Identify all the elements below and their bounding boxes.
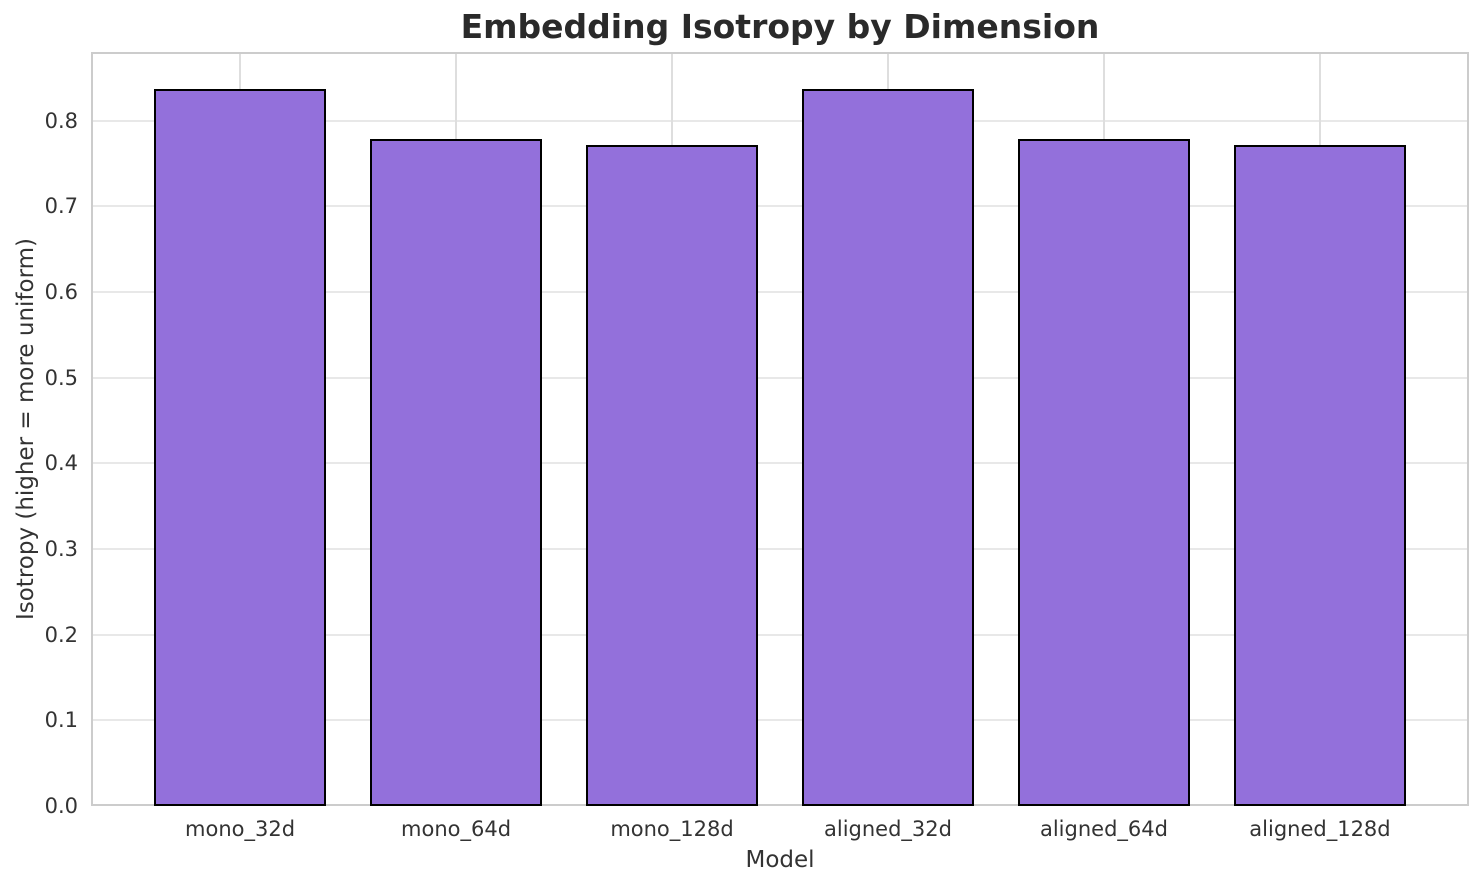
bar-mono_32d [153,88,327,806]
bar-mono_64d [369,138,543,806]
y-gridline [91,119,1469,122]
y-tick-label: 0.2 [44,622,78,647]
bar-mono_128d [585,144,759,806]
y-gridline [91,462,1469,465]
y-gridline [91,633,1469,636]
bar-aligned_32d [801,88,975,806]
x-tick-label: aligned_32d [823,817,952,841]
y-tick-label: 0.7 [44,194,78,219]
y-gridline [91,719,1469,722]
y-tick-label: 0.4 [44,451,78,476]
y-tick-label: 0.3 [44,536,78,561]
x-tick-label: mono_128d [610,817,734,841]
x-tick-label: aligned_128d [1249,817,1391,841]
bar-aligned_128d [1233,144,1407,806]
y-gridline [91,376,1469,379]
x-tick-label: mono_32d [185,817,296,841]
y-tick-labels: 0.0 0.1 0.2 0.3 0.4 0.5 0.6 0.7 0.8 [0,52,78,818]
x-axis-label: Model [745,847,815,873]
plot-area [91,52,1469,806]
y-tick-label: 0.1 [44,708,78,733]
x-tick-label: mono_64d [401,817,512,841]
x-tick-labels: mono_32d mono_64d mono_128d aligned_32d alig… [91,816,1469,846]
y-tick-label: 0.8 [44,108,78,133]
bar-aligned_64d [1017,138,1191,806]
chart-title: Embedding Isotropy by Dimension [460,7,1100,46]
y-gridline [91,205,1469,208]
y-gridline [91,290,1469,293]
y-tick-label: 0.6 [44,279,78,304]
x-tick-label: aligned_64d [1039,817,1168,841]
y-gridline [91,547,1469,550]
y-tick-label: 0.0 [44,794,78,818]
y-tick-label: 0.5 [44,365,78,390]
